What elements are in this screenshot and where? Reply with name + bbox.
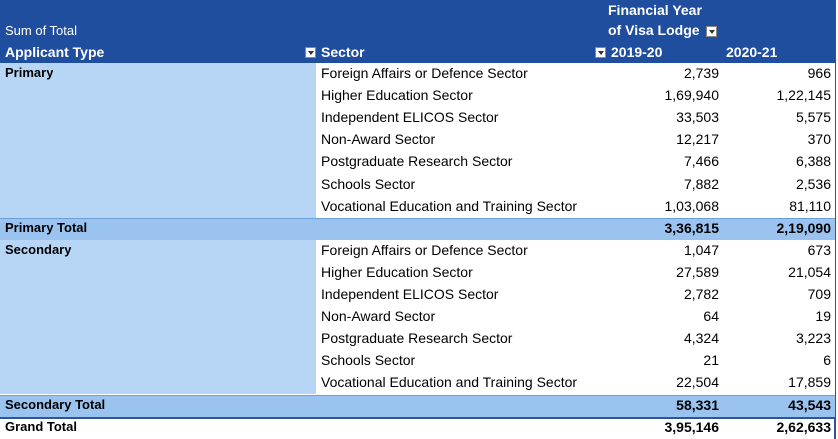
subtotal-value: 58,331 (676, 396, 719, 413)
value-cell: 21,054 (788, 263, 831, 280)
group-band (0, 239, 316, 395)
grand-total-label: Grand Total (5, 418, 77, 434)
subtotal-label: Primary Total (5, 219, 88, 235)
value-cell: 64 (703, 308, 719, 325)
value-cell: 673 (807, 241, 831, 258)
value-cell: 21 (703, 352, 719, 369)
value-cell: 81,110 (789, 197, 831, 214)
header-band (0, 0, 835, 63)
value-cell: 2,782 (683, 286, 719, 302)
value-cell: 966 (807, 65, 831, 81)
column-group-label: Financial Year (608, 2, 702, 18)
sector-cell: Vocational Education and Training Sector (321, 374, 578, 391)
sector-cell: Foreign Affairs or Defence Sector (321, 241, 528, 258)
value-cell: 19 (815, 308, 831, 325)
subtotal-label: Secondary Total (5, 396, 106, 412)
sector-cell: Postgraduate Research Sector (321, 330, 513, 347)
filter-button[interactable] (706, 26, 717, 37)
value-cell: 4,324 (683, 330, 719, 347)
value-cell: 3,223 (795, 330, 831, 347)
sector-cell: Independent ELICOS Sector (321, 286, 499, 302)
sector-cell: Schools Sector (321, 352, 416, 369)
sector-cell: Vocational Education and Training Sector (321, 197, 578, 214)
filter-button[interactable] (595, 47, 606, 58)
column-header: Sector (321, 44, 365, 60)
value-cell: 6,388 (795, 153, 831, 170)
value-cell: 22,504 (676, 374, 719, 391)
sector-cell: Non-Award Sector (321, 308, 436, 325)
sector-cell: Non-Award Sector (321, 131, 436, 148)
column-group-label: of Visa Lodge (608, 22, 700, 38)
sector-cell: Higher Education Sector (321, 263, 473, 280)
filter-button[interactable] (305, 47, 316, 58)
grand-total-band (0, 416, 835, 439)
subtotal-band (0, 394, 835, 417)
value-cell: 17,859 (788, 374, 831, 391)
sector-cell: Higher Education Sector (321, 87, 473, 104)
value-cell: 6 (823, 352, 831, 369)
value-cell: 12,217 (676, 131, 719, 148)
value-cell: 1,69,940 (664, 87, 720, 104)
column-header: 2020-21 (726, 44, 778, 60)
value-cell: 2,536 (795, 175, 831, 192)
subtotal-value: 43,543 (788, 396, 831, 413)
value-cell: 27,589 (676, 263, 719, 280)
value-cell: 709 (807, 286, 831, 302)
value-cell: 5,575 (795, 109, 831, 126)
pivot-title: Sum of Total (5, 23, 78, 38)
grand-total-value: 2,62,633 (776, 418, 832, 435)
group-label: Primary (5, 65, 54, 80)
right-border (835, 0, 836, 439)
sector-cell: Postgraduate Research Sector (321, 153, 513, 170)
subtotal-value: 3,36,815 (664, 219, 720, 236)
value-cell: 7,882 (683, 175, 719, 192)
column-header: Applicant Type (5, 44, 105, 60)
subtotal-band (0, 217, 835, 240)
column-header: 2019-20 (611, 44, 663, 60)
grand-total-value: 3,95,146 (664, 418, 720, 435)
sector-cell: Schools Sector (321, 175, 416, 192)
value-cell: 1,047 (683, 241, 719, 258)
sector-cell: Foreign Affairs or Defence Sector (321, 65, 528, 81)
value-cell: 33,503 (676, 109, 719, 126)
value-cell: 2,739 (683, 65, 719, 81)
value-cell: 1,03,068 (664, 197, 720, 214)
value-cell: 370 (807, 131, 831, 148)
value-cell: 7,466 (683, 153, 719, 170)
sector-cell: Independent ELICOS Sector (321, 109, 499, 126)
value-cell: 1,22,145 (776, 87, 832, 104)
group-label: Secondary (5, 241, 72, 257)
subtotal-value: 2,19,090 (776, 219, 832, 236)
group-band (0, 63, 316, 218)
